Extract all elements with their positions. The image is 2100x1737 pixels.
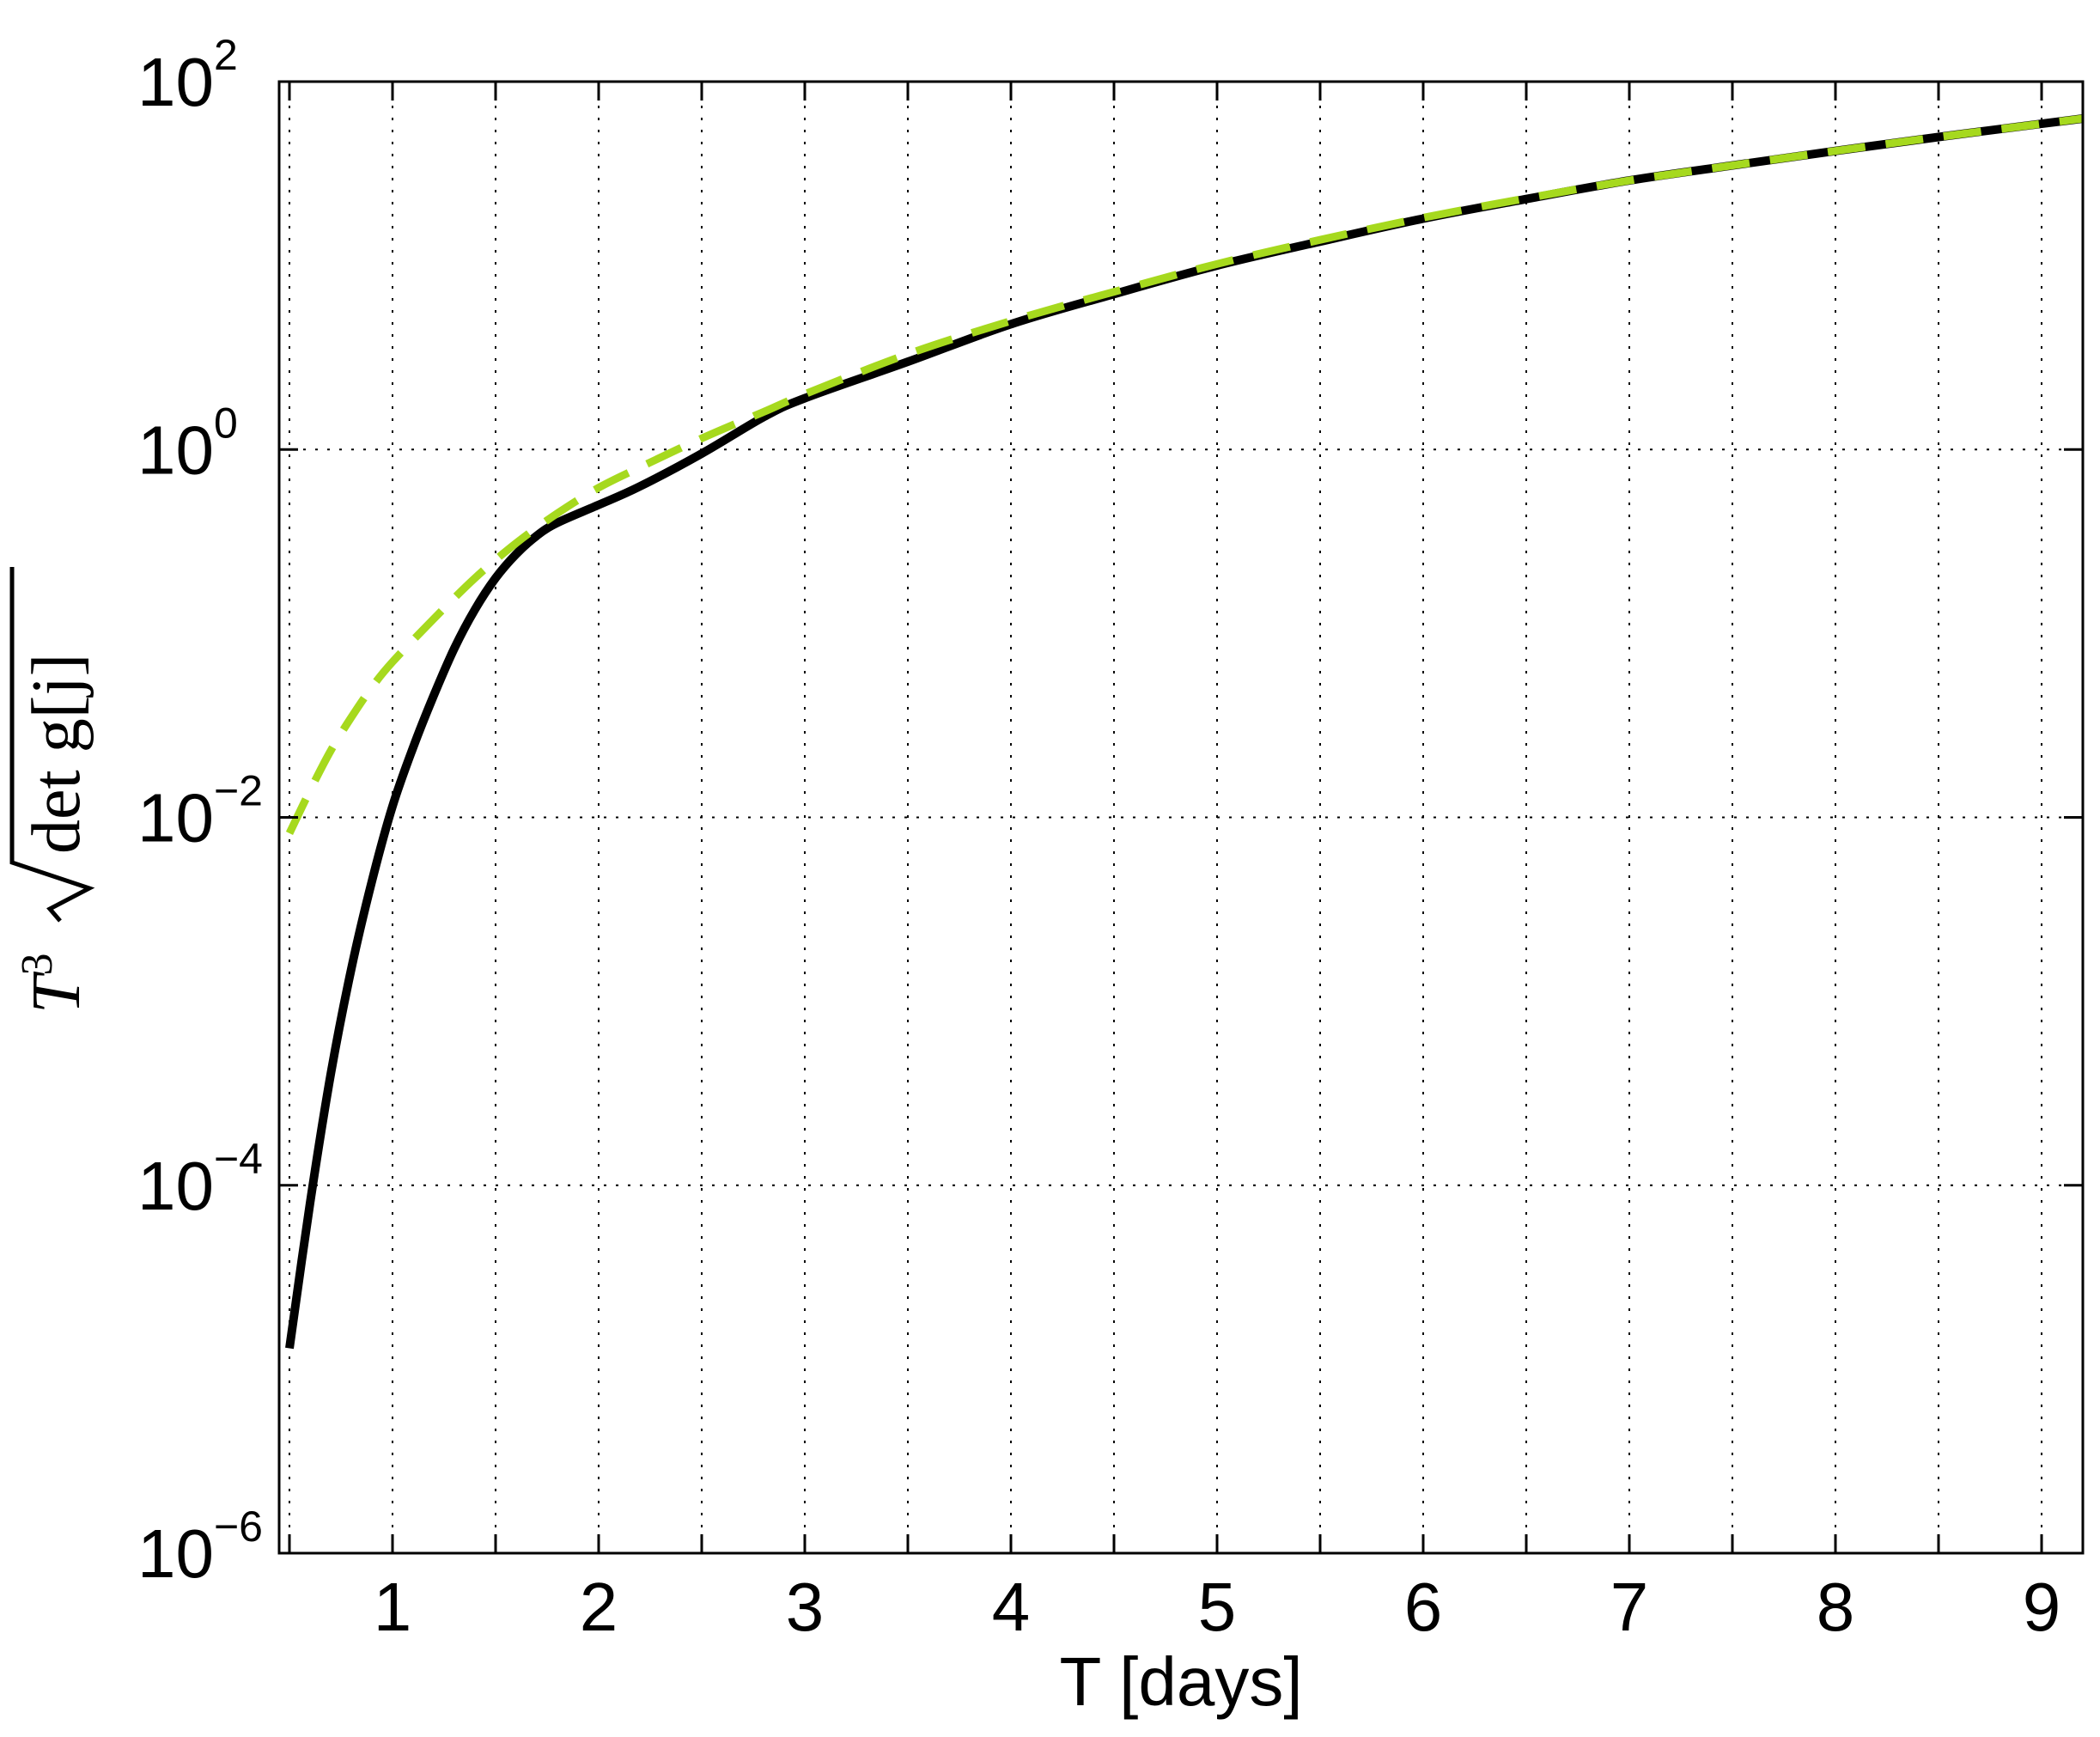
radical-sign (9, 567, 95, 923)
x-tick-label: 4 (992, 1569, 1031, 1645)
series-lines (285, 114, 2084, 1350)
y-tick-label: 10−6 (137, 1502, 263, 1592)
y-axis-label-base: T (19, 971, 94, 1014)
axis-ticks (279, 80, 2083, 1555)
x-axis-label: T [days] (1059, 1643, 1302, 1720)
x-tick-label: 8 (1817, 1569, 1855, 1645)
y-axis-label-radicand: det g[j] (19, 654, 94, 854)
y-tick-label: 102 (137, 31, 238, 120)
x-tick-label: 9 (2023, 1569, 2061, 1645)
y-tick-label: 100 (137, 399, 238, 488)
x-tick-label: 1 (374, 1569, 412, 1645)
y-axis-label: T3 det g[j] (9, 567, 95, 1015)
y-tick-labels: 10−6 10−4 10−2 100 102 (137, 31, 263, 1592)
x-tick-label: 5 (1198, 1569, 1237, 1645)
x-tick-labels: 1 2 3 4 5 6 7 8 9 (374, 1569, 2061, 1645)
svg-text:T3: T3 (13, 954, 94, 1015)
series-line-dashed (285, 114, 2084, 835)
y-axis-label-exponent: 3 (13, 954, 62, 976)
x-tick-label: 3 (786, 1569, 825, 1645)
y-tick-label: 10−2 (137, 767, 263, 856)
y-tick-label: 10−4 (137, 1135, 263, 1224)
x-tick-label: 6 (1404, 1569, 1443, 1645)
grid-lines (279, 82, 2083, 1553)
x-tick-label: 2 (580, 1569, 618, 1645)
x-tick-label: 7 (1610, 1569, 1649, 1645)
series-line-solid (285, 114, 2084, 1350)
